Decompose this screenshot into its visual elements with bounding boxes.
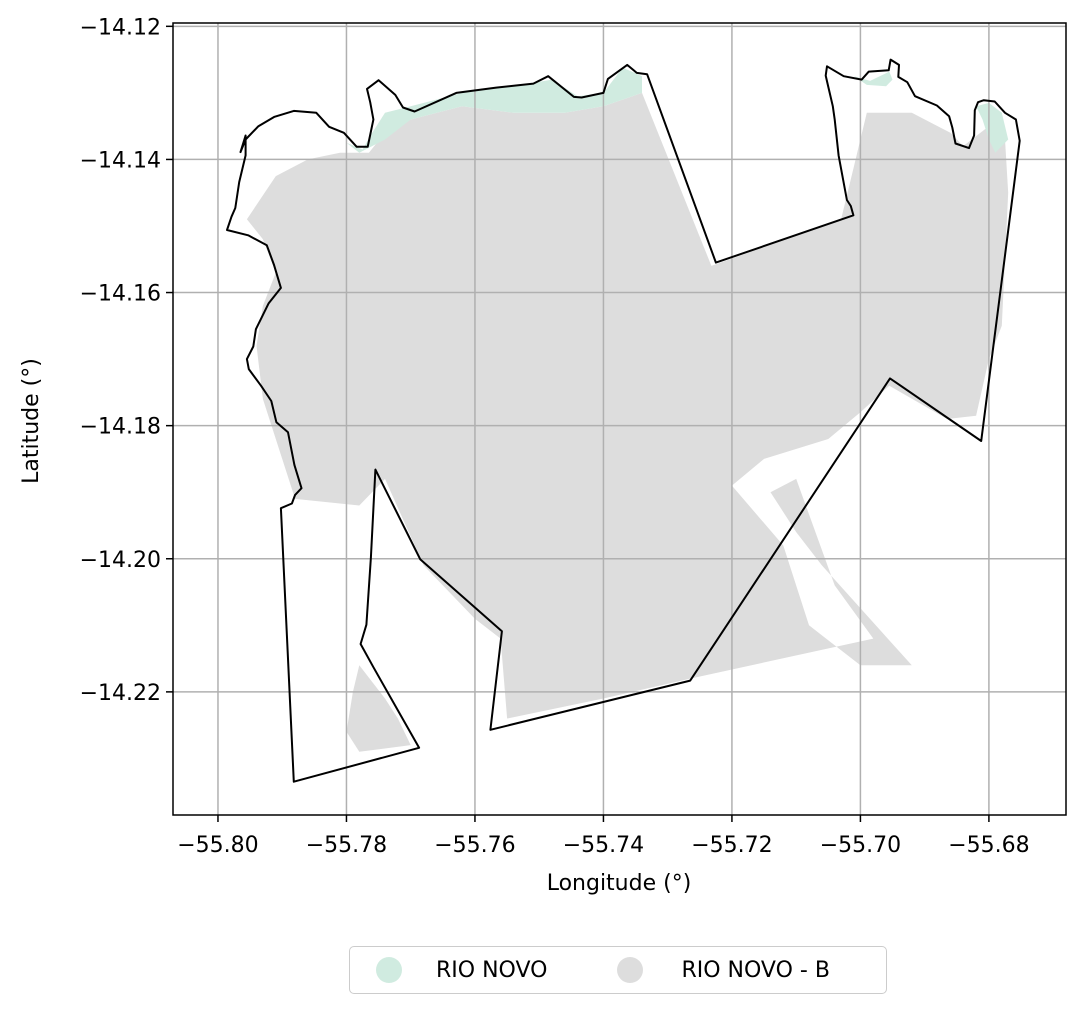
region-rio-novo-part-2	[976, 102, 1009, 153]
legend: RIO NOVO RIO NOVO - B	[349, 946, 887, 994]
x-axis-ticks: −55.80 −55.78 −55.76 −55.74 −55.72 −55.70 −55.…	[177, 815, 1030, 858]
y-axis-ticks: −14.12 −14.14 −14.16 −14.18 −14.20 −14.22	[80, 15, 173, 706]
boundary-layer	[226, 58, 1021, 783]
y-tick-label: −14.12	[80, 15, 161, 40]
region-layer	[246, 67, 1009, 752]
x-tick-label: −55.80	[177, 833, 258, 858]
grid-layer	[173, 23, 1066, 815]
y-tick-label: −14.14	[80, 148, 161, 173]
area-boundary-outline	[226, 58, 1021, 783]
legend-item-rio-novo-b: RIO NOVO - B	[617, 947, 830, 993]
region-rio-novo-b-part-1	[346, 665, 411, 752]
legend-label-rio-novo-b: RIO NOVO - B	[681, 957, 830, 983]
x-tick-label: −55.72	[691, 833, 772, 858]
y-tick-label: −14.16	[80, 282, 161, 307]
legend-item-rio-novo: RIO NOVO	[376, 947, 547, 993]
x-tick-label: −55.76	[434, 833, 515, 858]
region-rio-novo-b-part-0	[246, 92, 1009, 719]
plot-frame	[172, 22, 1067, 816]
x-tick-label: −55.68	[948, 833, 1029, 858]
x-tick-label: −55.74	[563, 833, 644, 858]
legend-label-rio-novo: RIO NOVO	[436, 957, 548, 983]
y-tick-label: −14.20	[80, 548, 161, 573]
region-rio-novo-part-0	[346, 67, 642, 153]
x-tick-label: −55.70	[820, 833, 901, 858]
legend-swatch-rio-novo-b	[617, 957, 644, 983]
y-tick-label: −14.22	[80, 681, 161, 706]
x-tick-label: −55.78	[306, 833, 387, 858]
region-rio-novo-part-1	[854, 71, 893, 87]
y-axis-title: Latitude (°)	[19, 358, 44, 484]
x-axis-title: Longitude (°)	[547, 871, 692, 896]
y-tick-label: −14.18	[80, 415, 161, 440]
legend-swatch-rio-novo	[376, 957, 402, 983]
